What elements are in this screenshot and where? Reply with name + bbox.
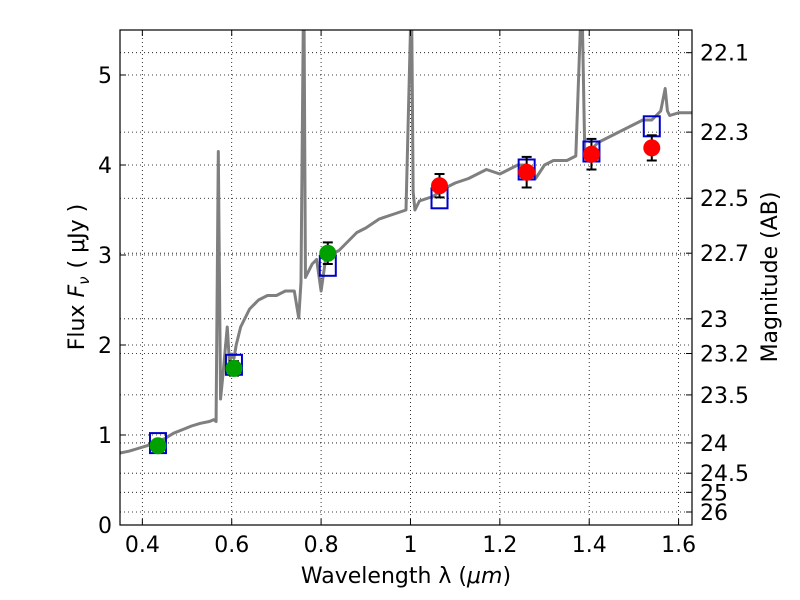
y2-tick-label: 23 [700,308,728,333]
y2-tick-label: 23.2 [700,343,749,368]
observed_optical-point [225,359,243,377]
y2-tick-label: 25 [700,481,728,506]
y-tick-label: 0 [98,514,112,539]
observed_nir-point [582,145,600,163]
tick-layer: 0.4 0.6 0.8 1 1.2 1.4 1.601234522.122.322.522.… [98,30,749,558]
grid-lines [120,30,692,525]
x-tick-label: 1.2 [482,533,517,558]
y2-tick-label: 22.5 [700,187,749,212]
series-layer [120,30,692,455]
y-tick-label: 1 [98,424,112,449]
plot-frame [119,29,693,526]
y2-tick-label: 24.5 [700,462,749,487]
y-tick-label: 3 [98,244,112,269]
x-tick-label: 0.8 [304,533,339,558]
x-tick-label: 1.4 [572,533,607,558]
y2-tick-label: 22.7 [700,242,749,267]
y2-axis-label: Magnitude (AB) [758,192,783,363]
y2-tick-label: 26 [700,501,728,526]
observed_nir-point [643,139,661,157]
y2-tick-label: 23.5 [700,384,749,409]
y2-tick-label: 22.3 [700,121,749,146]
observed_optical-point [319,244,337,262]
observed_optical-point [149,437,167,455]
model-spectrum-line [120,30,692,455]
x-tick-label: 1 [403,533,417,558]
y2-tick-label: 24 [700,432,728,457]
y2-tick-label: 22.1 [700,42,749,67]
x-tick-label: 0.6 [214,533,249,558]
y-tick-label: 4 [98,154,112,179]
y-tick-label: 5 [98,64,112,89]
y-tick-label: 2 [98,334,112,359]
observed_nir-point [431,177,449,195]
x-tick-label: 1.6 [661,533,696,558]
observed_nir-point [518,163,536,181]
y-axis-label: Flux Fν( μJy ) [65,204,93,350]
x-axis-label: Wavelength λ (μm) [301,564,511,589]
x-tick-label: 0.4 [125,533,160,558]
